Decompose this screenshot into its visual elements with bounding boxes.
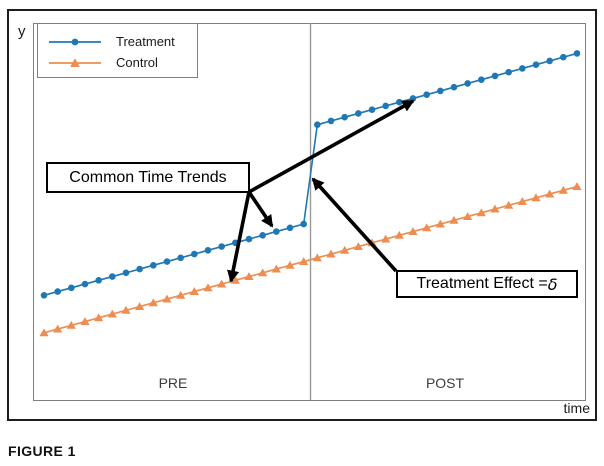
legend-label-treatment: Treatment: [116, 34, 175, 49]
delta-symbol: δ: [547, 274, 558, 294]
post-period-label: POST: [425, 375, 465, 391]
treatment-effect-annotation: Treatment Effect = δ: [396, 270, 578, 298]
legend-item-treatment: Treatment: [38, 31, 197, 52]
legend-label-control: Control: [116, 55, 158, 70]
x-axis-label: time: [563, 400, 590, 416]
common-trends-label: Common Time Trends: [69, 168, 227, 186]
treatment-effect-label: Treatment Effect =: [416, 275, 548, 292]
y-axis-label: y: [18, 23, 26, 40]
figure-caption: FIGURE 1: [8, 443, 76, 459]
control-marker-icon: [49, 57, 101, 67]
treatment-marker-icon: [49, 38, 101, 45]
common-trends-annotation: Common Time Trends: [46, 162, 250, 193]
legend-item-control: Control: [38, 52, 197, 73]
pre-period-label: PRE: [158, 375, 188, 391]
legend: Treatment Control: [37, 23, 198, 78]
